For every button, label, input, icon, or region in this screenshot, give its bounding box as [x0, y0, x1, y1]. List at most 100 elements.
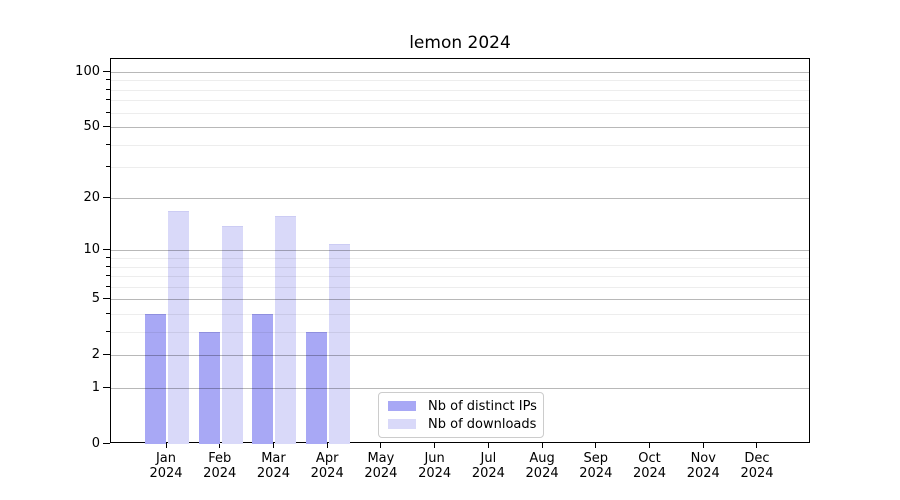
- y-tick-label: 50: [83, 118, 100, 134]
- minor-gridline: [111, 313, 809, 315]
- x-tick-month: Mar: [261, 451, 286, 466]
- y-tick-mark: [103, 197, 110, 199]
- x-tick-year: 2024: [632, 466, 667, 481]
- legend-item: Nb of distinct IPs: [388, 398, 537, 414]
- y-tick-label: 20: [83, 190, 100, 206]
- x-tick-mark: [702, 443, 704, 448]
- x-tick-mark: [380, 443, 382, 448]
- y-tick-label: 1: [91, 379, 100, 395]
- x-tick-label: Jul 2024: [461, 451, 515, 481]
- x-tick-year: 2024: [203, 466, 237, 481]
- x-tick-year: 2024: [525, 466, 559, 481]
- minor-gridline: [111, 258, 809, 260]
- x-tick-label: Jan 2024: [139, 451, 193, 481]
- x-tick-month: Dec: [744, 451, 770, 466]
- x-tick-label: Apr 2024: [300, 451, 354, 481]
- x-tick-month: Jan: [155, 451, 177, 466]
- x-tick-mark: [219, 443, 221, 448]
- x-tick-label: Feb 2024: [193, 451, 247, 481]
- minor-gridline: [111, 167, 809, 169]
- y-tick-mark: [103, 249, 110, 251]
- x-tick-month: Sep: [583, 451, 609, 466]
- minor-gridline: [111, 276, 809, 278]
- x-tick-month: Jun: [424, 451, 445, 466]
- x-tick-year: 2024: [579, 466, 613, 481]
- y-minor-tick-mark: [106, 257, 110, 259]
- major-gridline: [111, 299, 809, 301]
- minor-gridline: [111, 266, 809, 268]
- minor-gridline: [111, 112, 809, 114]
- y-tick-label: 2: [91, 347, 100, 363]
- chart-title: lemon 2024: [409, 33, 511, 53]
- x-tick-year: 2024: [418, 466, 452, 481]
- y-tick-mark: [103, 386, 110, 388]
- x-tick-month: Apr: [315, 451, 339, 466]
- y-minor-tick-mark: [106, 99, 110, 101]
- y-minor-tick-mark: [106, 166, 110, 168]
- minor-gridline: [111, 80, 809, 82]
- x-tick-mark: [165, 443, 167, 448]
- x-tick-month: Feb: [208, 451, 232, 466]
- y-minor-tick-mark: [106, 312, 110, 314]
- bar-distinct-ips: [198, 332, 220, 444]
- x-tick-label: Jun 2024: [408, 451, 462, 481]
- y-tick-label: 100: [75, 63, 100, 79]
- y-tick-mark: [103, 442, 110, 444]
- x-tick-year: 2024: [471, 466, 505, 481]
- x-tick-mark: [326, 443, 328, 448]
- y-minor-tick-mark: [106, 79, 110, 81]
- legend-label: Nb of downloads: [428, 416, 537, 432]
- y-minor-tick-mark: [106, 285, 110, 287]
- x-tick-mark: [434, 443, 436, 448]
- legend-swatch-icon: [388, 419, 416, 429]
- y-minor-tick-mark: [106, 88, 110, 90]
- y-minor-tick-mark: [106, 275, 110, 277]
- x-tick-month: Oct: [638, 451, 661, 466]
- x-tick-label: May 2024: [354, 451, 408, 481]
- y-tick-mark: [103, 298, 110, 300]
- y-minor-tick-mark: [106, 111, 110, 113]
- x-tick-label: Sep 2024: [569, 451, 623, 481]
- minor-gridline: [111, 89, 809, 91]
- x-tick-label: Dec 2024: [730, 451, 784, 481]
- major-gridline: [111, 355, 809, 357]
- legend-item: Nb of downloads: [388, 416, 537, 432]
- x-tick-label: Nov 2024: [676, 451, 730, 481]
- major-gridline: [111, 387, 809, 389]
- x-tick-mark: [541, 443, 543, 448]
- legend-swatch-icon: [388, 401, 416, 411]
- major-gridline: [111, 126, 809, 128]
- x-tick-year: 2024: [740, 466, 774, 481]
- bar-distinct-ips: [252, 314, 274, 444]
- legend: Nb of distinct IPs Nb of downloads: [378, 392, 544, 438]
- x-tick-mark: [487, 443, 489, 448]
- major-gridline: [111, 198, 809, 200]
- minor-gridline: [111, 144, 809, 146]
- minor-gridline: [111, 286, 809, 288]
- y-minor-tick-mark: [106, 143, 110, 145]
- major-gridline: [111, 71, 809, 73]
- y-tick-mark: [103, 354, 110, 356]
- x-tick-month: May: [367, 451, 395, 466]
- y-tick-label: 10: [83, 242, 100, 258]
- y-tick-label: 0: [91, 435, 100, 451]
- bar-downloads: [275, 215, 297, 444]
- minor-gridline: [111, 100, 809, 102]
- x-tick-year: 2024: [364, 466, 398, 481]
- x-tick-month: Aug: [529, 451, 555, 466]
- x-tick-year: 2024: [310, 466, 344, 481]
- y-minor-tick-mark: [106, 265, 110, 267]
- major-gridline: [111, 250, 809, 252]
- legend-label: Nb of distinct IPs: [428, 398, 537, 414]
- x-tick-year: 2024: [686, 466, 720, 481]
- y-minor-tick-mark: [106, 330, 110, 332]
- y-tick-label: 5: [91, 291, 100, 307]
- x-tick-year: 2024: [256, 466, 290, 481]
- bar-distinct-ips: [145, 314, 166, 444]
- bar-downloads: [168, 211, 189, 444]
- x-tick-mark: [756, 443, 758, 448]
- x-tick-mark: [649, 443, 651, 448]
- bar-downloads: [221, 225, 243, 444]
- x-tick-label: Aug 2024: [515, 451, 569, 481]
